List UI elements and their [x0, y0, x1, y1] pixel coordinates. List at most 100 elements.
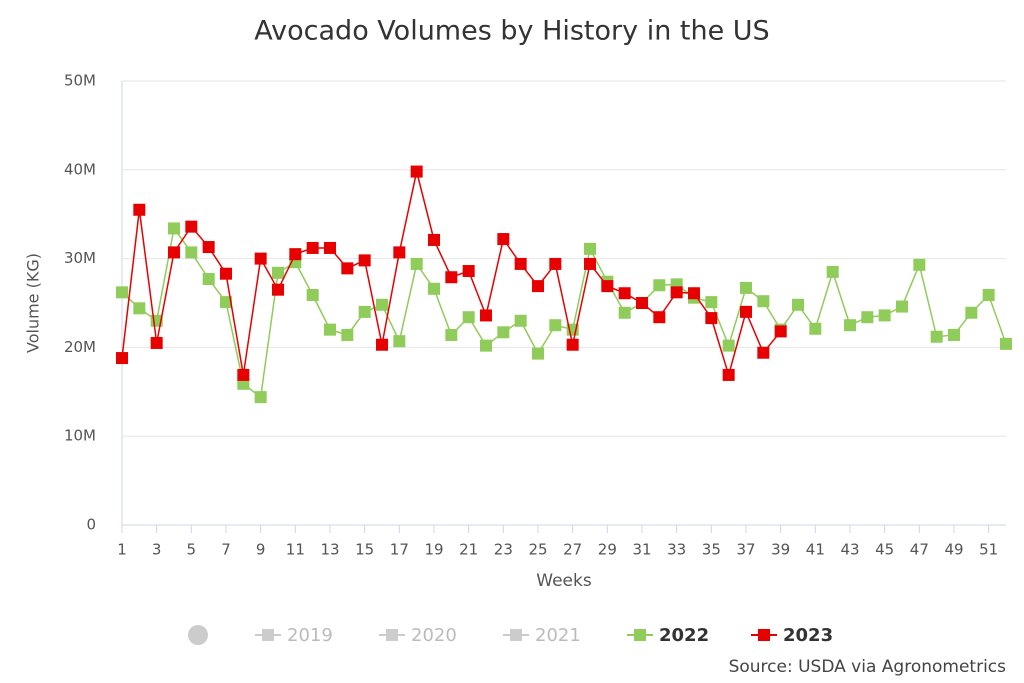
x-tick-label: 31 [632, 541, 651, 559]
x-tick-label: 37 [736, 541, 755, 559]
marker [740, 305, 752, 318]
y-tick-label: 50M [64, 72, 96, 90]
x-tick-label: 13 [320, 541, 339, 559]
marker [116, 286, 128, 299]
y-tick-label: 10M [64, 427, 96, 445]
source: Source: USDA via Agronometrics [729, 657, 1007, 677]
marker [133, 203, 146, 216]
marker [757, 346, 770, 359]
series-line [121, 226, 1007, 399]
marker [774, 325, 787, 338]
marker [480, 309, 492, 322]
marker [497, 233, 510, 246]
x-tick-label: 9 [256, 541, 266, 559]
marker [1000, 337, 1012, 350]
x-tick-label: 25 [528, 541, 547, 559]
marker [324, 323, 336, 336]
marker [341, 328, 354, 341]
marker [878, 309, 891, 322]
y-tick-label: 30M [64, 249, 96, 267]
x-tick-label: 21 [459, 541, 478, 559]
x-tick-label: 47 [910, 541, 929, 559]
marker [514, 314, 527, 327]
marker [653, 311, 666, 324]
marker [133, 302, 146, 315]
marker [150, 336, 163, 349]
marker [254, 391, 267, 404]
marker [220, 296, 232, 309]
marker [445, 271, 458, 284]
x-tick-label: 41 [806, 541, 825, 559]
x-tick-label: 27 [563, 541, 582, 559]
marker [844, 319, 856, 332]
legend-label[interactable]: 2022 [659, 625, 709, 646]
marker [792, 298, 804, 311]
marker [428, 233, 440, 246]
marker [913, 258, 926, 271]
marker [168, 246, 180, 259]
marker [358, 305, 371, 318]
y-tick-label: 0 [86, 516, 96, 534]
marker [982, 289, 995, 302]
marker [722, 339, 735, 352]
marker [618, 287, 631, 300]
marker [722, 368, 735, 381]
x-tick-label: 49 [944, 541, 963, 559]
marker [376, 298, 388, 311]
legend-toggle[interactable] [188, 625, 208, 645]
legend-label[interactable]: 2023 [783, 625, 833, 646]
marker [670, 286, 683, 299]
marker [358, 254, 371, 267]
legend-symbol [386, 629, 398, 641]
legend-symbol [634, 629, 646, 641]
x-tick-label: 35 [702, 541, 721, 559]
marker [254, 252, 267, 265]
legend-symbol [758, 629, 770, 641]
marker [965, 306, 978, 319]
marker [185, 220, 198, 233]
x-axis-label: Weeks [536, 571, 592, 591]
marker [462, 311, 475, 324]
x-tick-label: 39 [771, 541, 790, 559]
x-tick-label: 23 [494, 541, 513, 559]
legend-symbol [262, 629, 274, 641]
marker [584, 257, 596, 270]
marker [306, 241, 319, 254]
marker [740, 281, 752, 294]
marker [410, 165, 423, 178]
x-tick-label: 15 [355, 541, 374, 559]
marker [861, 311, 874, 324]
marker [462, 265, 475, 278]
marker [757, 295, 770, 308]
x-tick-label: 19 [424, 541, 443, 559]
marker [618, 306, 631, 319]
marker [116, 352, 128, 365]
marker [272, 283, 284, 296]
x-tick-label: 33 [667, 541, 686, 559]
x-tick-label: 11 [286, 541, 305, 559]
legend-label[interactable]: 2019 [287, 625, 333, 646]
marker [410, 257, 423, 270]
marker [324, 241, 336, 254]
marker [393, 246, 406, 259]
marker [948, 328, 960, 341]
marker [549, 257, 562, 270]
legend-symbol [510, 629, 522, 641]
marker [428, 282, 440, 295]
legend-label[interactable]: 2021 [535, 625, 581, 646]
marker [341, 262, 354, 275]
marker [601, 280, 614, 293]
x-tick-label: 45 [875, 541, 894, 559]
marker [393, 335, 406, 348]
x-tick-label: 1 [117, 541, 127, 559]
marker [306, 289, 319, 302]
marker [202, 273, 215, 286]
marker [445, 328, 458, 341]
y-tick-label: 20M [64, 338, 96, 356]
marker [168, 222, 180, 235]
legend-label[interactable]: 2020 [411, 625, 457, 646]
marker [930, 330, 943, 343]
marker [480, 339, 492, 352]
marker [497, 326, 510, 339]
